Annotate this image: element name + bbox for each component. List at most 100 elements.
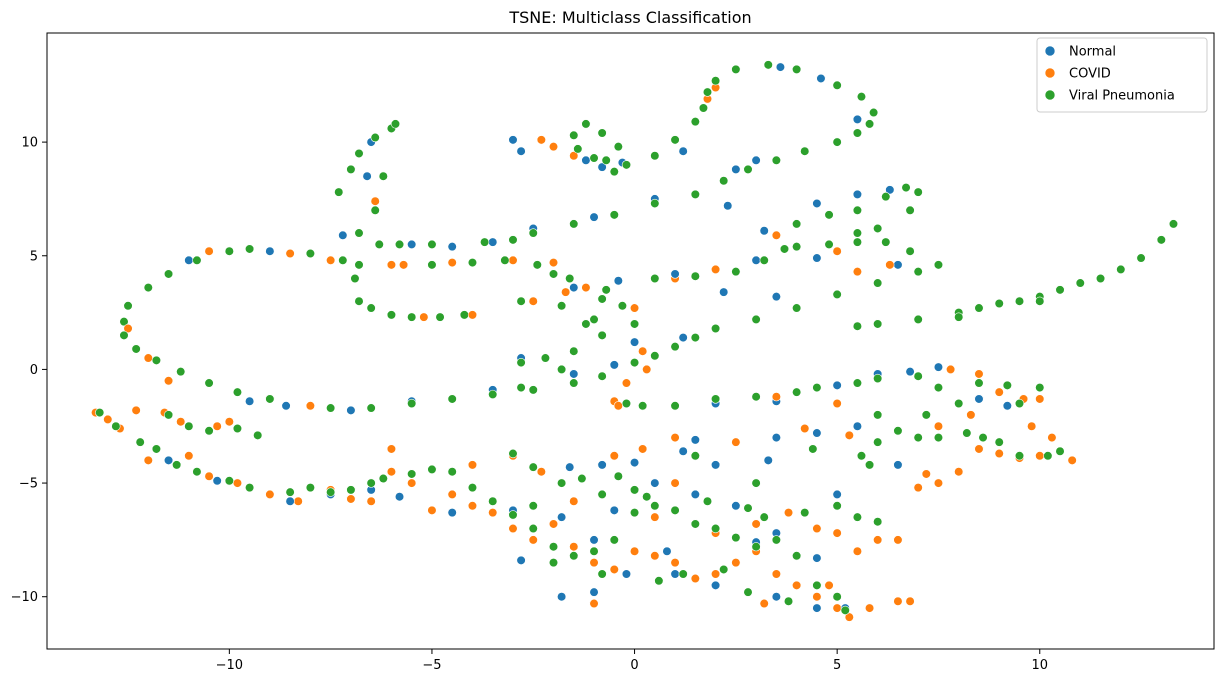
data-point (480, 237, 490, 247)
data-point (670, 478, 680, 488)
data-point (864, 603, 875, 613)
data-point (690, 117, 700, 127)
data-point (326, 255, 336, 265)
data-point (832, 246, 842, 256)
data-point (650, 512, 660, 522)
data-point (192, 255, 202, 265)
data-point (832, 501, 842, 511)
data-point (763, 455, 773, 465)
data-point (994, 298, 1004, 309)
data-point (731, 164, 741, 174)
data-point (840, 605, 850, 615)
data-point (609, 451, 619, 461)
data-point (670, 433, 680, 443)
data-point (508, 523, 518, 534)
data-point (771, 155, 781, 165)
data-point (540, 353, 551, 363)
data-point (670, 342, 680, 352)
data-point (670, 135, 680, 145)
data-point (723, 201, 733, 211)
plot-frame (46, 32, 1215, 650)
data-point (569, 219, 579, 229)
data-point (265, 394, 275, 404)
data-point (771, 592, 781, 602)
data-point (966, 410, 976, 420)
legend-label: Normal (1069, 45, 1116, 60)
data-point (569, 282, 579, 293)
data-point (569, 151, 579, 161)
data-point (852, 512, 863, 522)
data-point (1043, 451, 1053, 461)
data-point (1095, 273, 1106, 284)
data-point (354, 296, 364, 306)
data-point (378, 171, 388, 181)
data-point (933, 478, 944, 488)
data-point (151, 355, 162, 365)
data-point (852, 228, 863, 238)
data-point (974, 369, 984, 379)
data-point (245, 483, 255, 493)
data-point (184, 421, 194, 431)
data-point (962, 428, 972, 438)
data-point (488, 389, 498, 400)
data-point (731, 533, 741, 543)
axes-layer: −10 −5 0 5 10 −10 −5 0 5 10 (11, 32, 1215, 673)
data-point (678, 332, 688, 343)
data-point (394, 492, 405, 502)
data-point (565, 462, 575, 472)
data-point (869, 107, 879, 118)
data-point (265, 246, 275, 256)
data-point (204, 471, 214, 481)
data-point (893, 426, 903, 436)
data-point (95, 408, 105, 418)
data-point (528, 228, 538, 238)
data-point (763, 60, 773, 70)
data-point (609, 210, 619, 220)
data-point (852, 128, 863, 138)
data-point (852, 378, 863, 388)
data-point (710, 523, 721, 534)
data-point (642, 492, 652, 502)
x-tick-label: 0 (630, 658, 638, 673)
data-point (536, 135, 546, 145)
data-point (362, 171, 372, 181)
data-point (557, 592, 567, 602)
data-point (224, 417, 234, 427)
data-point (662, 546, 672, 556)
data-point (771, 230, 781, 240)
data-point (143, 455, 153, 465)
data-point (824, 239, 834, 249)
data-point (103, 414, 113, 425)
data-point (467, 257, 478, 268)
data-point (629, 357, 640, 368)
data-point (743, 164, 753, 174)
y-tick-label: 0 (30, 363, 38, 378)
data-point (852, 321, 863, 331)
data-point (500, 255, 510, 265)
data-point (771, 569, 781, 579)
data-point (557, 478, 567, 488)
data-point (690, 489, 700, 500)
data-point (119, 330, 129, 340)
points-layer (91, 60, 1179, 622)
data-point (561, 287, 571, 297)
data-point (163, 269, 174, 279)
data-point (933, 260, 944, 270)
data-point (812, 603, 822, 613)
x-tick-label: 10 (1031, 658, 1048, 673)
data-point (536, 467, 546, 477)
data-point (792, 242, 802, 252)
data-point (204, 378, 214, 388)
data-point (852, 114, 863, 124)
data-point (1055, 285, 1065, 295)
data-point (176, 367, 186, 377)
data-point (597, 569, 607, 579)
data-point (731, 64, 741, 74)
data-point (670, 401, 680, 411)
data-point (135, 437, 145, 447)
data-point (613, 276, 623, 286)
data-point (994, 437, 1004, 447)
data-point (629, 337, 640, 347)
data-point (844, 612, 854, 622)
data-point (285, 496, 295, 506)
